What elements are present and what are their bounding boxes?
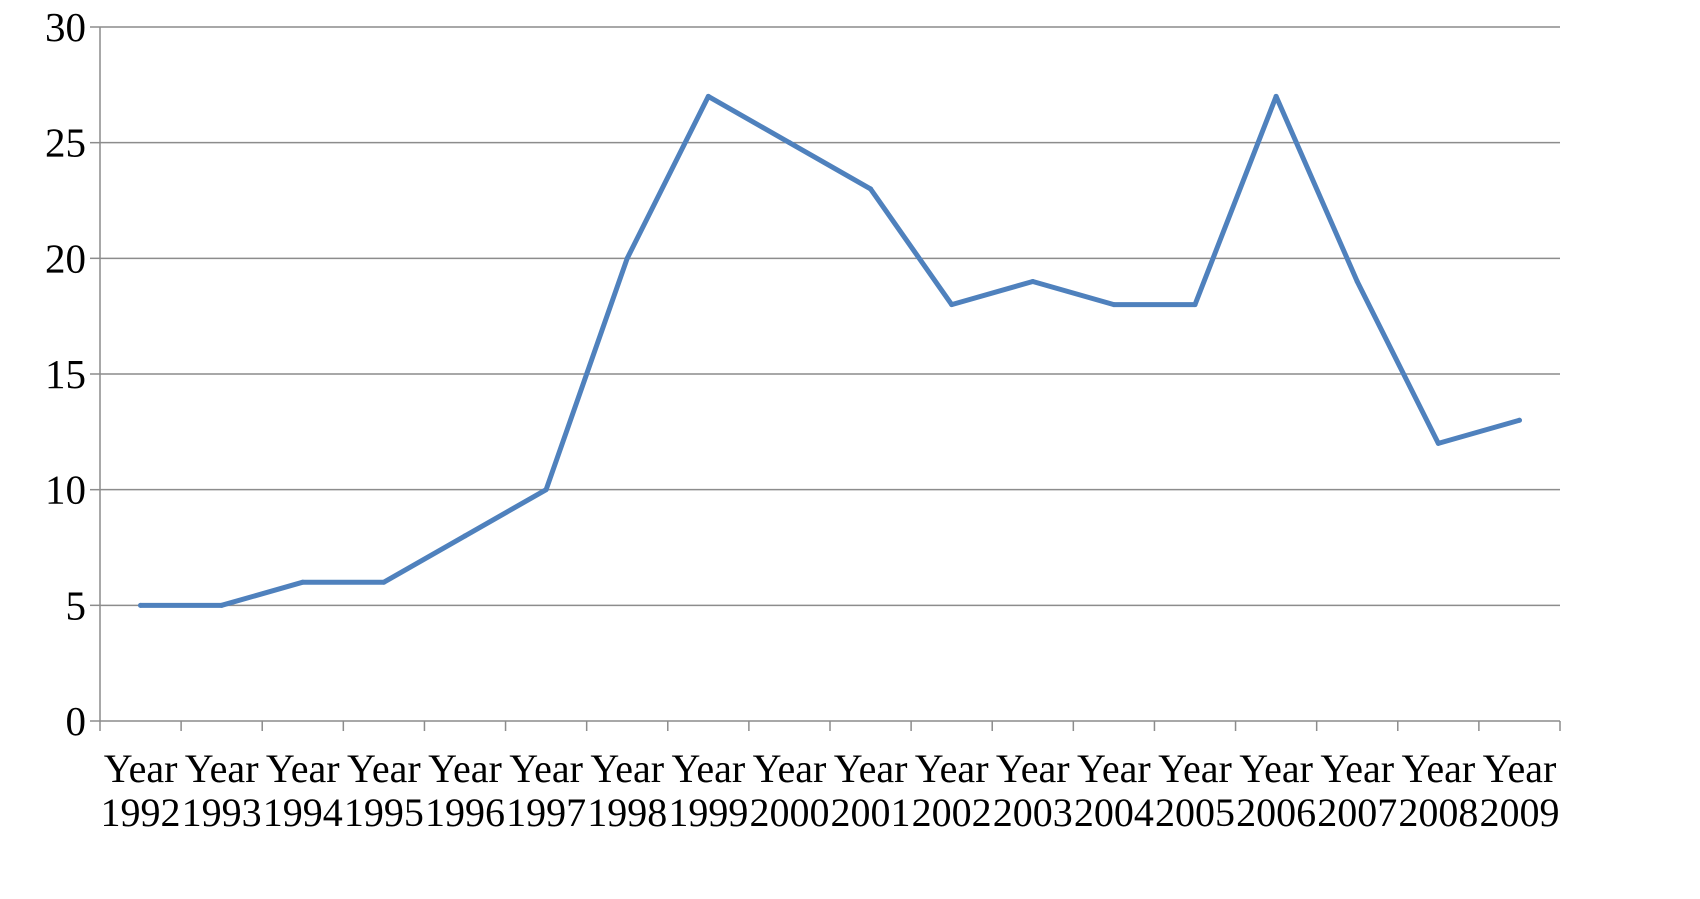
x-tick-label-line: Year — [266, 746, 340, 791]
data-point — [1354, 278, 1360, 284]
x-tick-label-line: 1993 — [182, 790, 262, 835]
data-point — [1111, 302, 1117, 308]
x-tick-label: Year 2005 — [1155, 746, 1235, 835]
x-tick-label-line: 1994 — [263, 790, 343, 835]
x-tick-label: Year 1992 — [101, 746, 181, 835]
x-tick-label-line: Year — [104, 746, 178, 791]
x-tick-label-line: 2004 — [1074, 790, 1154, 835]
x-tick-label-line: 1996 — [425, 790, 505, 835]
data-point — [300, 579, 306, 585]
x-tick-label-line: 2003 — [993, 790, 1073, 835]
x-tick-label: Year 1997 — [506, 746, 586, 835]
y-tick-label: 15 — [45, 351, 86, 397]
x-tick-label-line: Year — [753, 746, 827, 791]
x-tick-label-line: 2009 — [1479, 790, 1559, 835]
x-tick-label-line: Year — [590, 746, 664, 791]
data-point — [1516, 417, 1522, 423]
x-tick-label-line: Year — [428, 746, 502, 791]
x-tick-label-line: Year — [1239, 746, 1313, 791]
y-tick-label: 25 — [45, 120, 86, 166]
x-tick-label-line: Year — [1483, 746, 1557, 791]
x-tick-label-line: Year — [1077, 746, 1151, 791]
x-tick-label-line: 2000 — [749, 790, 829, 835]
x-tick-label-line: 2007 — [1317, 790, 1397, 835]
x-tick-label: Year 1993 — [182, 746, 262, 835]
series-line — [138, 93, 1522, 608]
x-tick-label: Year 1996 — [425, 746, 505, 835]
x-tick-label-line: 2006 — [1236, 790, 1316, 835]
x-tick-label: Year 1998 — [587, 746, 667, 835]
x-tick-label-line: 1999 — [668, 790, 748, 835]
data-point — [786, 140, 792, 146]
x-tick-label-line: Year — [834, 746, 908, 791]
x-tick-label-line: Year — [509, 746, 583, 791]
y-tick-label: 5 — [66, 582, 87, 628]
x-tick-label-line: Year — [1158, 746, 1232, 791]
data-point — [1273, 93, 1279, 99]
x-tick-label-line: 2008 — [1398, 790, 1478, 835]
data-point — [381, 579, 387, 585]
data-point — [462, 533, 468, 539]
y-tick-label: 10 — [45, 467, 86, 513]
x-tick-label: Year 2006 — [1236, 746, 1316, 835]
y-tick-label: 20 — [45, 235, 86, 281]
y-tick-label: 0 — [66, 698, 87, 744]
x-tick-label-line: Year — [671, 746, 745, 791]
data-point — [543, 487, 549, 493]
x-tick-label: Year 2001 — [831, 746, 911, 835]
x-tick-label-line: 2005 — [1155, 790, 1235, 835]
x-tick-label: Year 2008 — [1398, 746, 1478, 835]
data-point — [138, 602, 144, 608]
data-point — [1192, 302, 1198, 308]
x-tick-label-line: Year — [996, 746, 1070, 791]
data-point — [949, 302, 955, 308]
x-tick-label-line: Year — [1401, 746, 1475, 791]
x-tick-label-line: 1995 — [344, 790, 424, 835]
x-tick-label-line: Year — [915, 746, 989, 791]
x-tick-label: Year 2000 — [749, 746, 829, 835]
data-point — [219, 602, 225, 608]
y-tick-label: 30 — [45, 4, 86, 50]
axes — [90, 26, 1561, 731]
data-point — [1435, 440, 1441, 446]
x-tick-label: Year 2009 — [1479, 746, 1559, 835]
x-tick-label-line: 2001 — [831, 790, 911, 835]
data-point — [705, 93, 711, 99]
x-tick-label: Year 1999 — [668, 746, 748, 835]
x-tick-label: Year 1994 — [263, 746, 343, 835]
x-tick-label-line: Year — [347, 746, 421, 791]
x-tick-label-line: 2002 — [912, 790, 992, 835]
gridlines — [100, 26, 1560, 607]
x-tick-label: Year 2003 — [993, 746, 1073, 835]
x-tick-label-line: 1992 — [101, 790, 181, 835]
data-point — [624, 255, 630, 261]
x-tick-label-line: Year — [1320, 746, 1394, 791]
x-tick-label: Year 2004 — [1074, 746, 1154, 835]
x-tick-label: Year 2002 — [912, 746, 992, 835]
x-tick-label-line: 1998 — [587, 790, 667, 835]
series-layer — [138, 93, 1522, 608]
x-tick-label-line: Year — [185, 746, 259, 791]
x-tick-label: Year 2007 — [1317, 746, 1397, 835]
x-tick-label: Year 1995 — [344, 746, 424, 835]
data-point — [1030, 278, 1036, 284]
x-tick-label-line: 1997 — [506, 790, 586, 835]
data-point — [868, 186, 874, 192]
